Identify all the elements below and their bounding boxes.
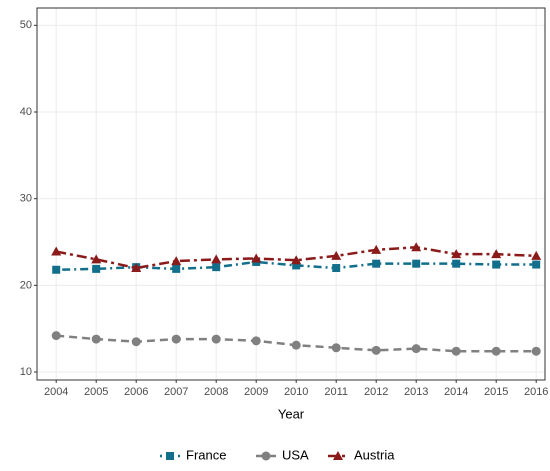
plot-border: [36, 7, 546, 381]
legend-marker: [333, 451, 343, 460]
marker: [211, 334, 221, 344]
legend: France USA Austria: [160, 447, 395, 462]
y-tick-label: 20: [20, 279, 32, 291]
x-tick-label: 2007: [164, 386, 188, 398]
marker: [51, 246, 62, 256]
marker: [212, 263, 221, 272]
x-tick-label: 2016: [524, 386, 548, 398]
marker: [412, 259, 421, 268]
x-tick-label: 2014: [444, 386, 468, 398]
y-tick-label: 40: [20, 106, 32, 118]
legend-label: USA: [282, 447, 309, 462]
marker: [51, 331, 61, 341]
marker: [531, 346, 541, 356]
marker: [251, 336, 261, 346]
marker: [451, 346, 461, 356]
marker: [332, 264, 341, 273]
legend-label: France: [186, 447, 226, 462]
marker: [491, 346, 501, 356]
legend-label: Austria: [354, 447, 395, 462]
y-tick-label: 50: [20, 19, 32, 31]
marker: [452, 259, 461, 268]
legend-marker: [166, 452, 174, 460]
x-tick-label: 2013: [404, 386, 428, 398]
marker: [531, 250, 542, 260]
marker: [371, 244, 382, 254]
marker: [172, 264, 181, 273]
marker: [371, 345, 381, 355]
marker: [92, 264, 101, 273]
marker: [372, 259, 381, 268]
x-tick-label: 2015: [484, 386, 508, 398]
marker: [291, 340, 301, 350]
marker: [411, 344, 421, 354]
marker: [91, 334, 101, 344]
marker: [211, 254, 222, 264]
x-tick-label: 2011: [324, 386, 348, 398]
marker: [292, 261, 301, 270]
x-tick-label: 2005: [84, 386, 108, 398]
y-tick-label: 30: [20, 193, 32, 205]
marker: [291, 255, 302, 265]
marker: [131, 337, 141, 347]
marker: [52, 265, 61, 274]
marker: [131, 263, 142, 273]
legend-marker: [261, 451, 271, 461]
marker: [171, 334, 181, 344]
marker: [331, 250, 342, 260]
x-tick-label: 2008: [204, 386, 228, 398]
x-tick-label: 2012: [364, 386, 388, 398]
marker: [411, 242, 422, 252]
marker: [251, 253, 262, 263]
x-tick-label: 2004: [44, 386, 68, 398]
x-axis-title: Year: [278, 406, 305, 421]
x-tick-label: 2010: [284, 386, 308, 398]
marker: [171, 256, 182, 266]
marker: [532, 260, 541, 269]
x-tick-label: 2006: [124, 386, 148, 398]
marker: [491, 249, 502, 259]
marker: [91, 254, 102, 264]
marker: [492, 260, 501, 269]
marker: [451, 249, 462, 259]
y-tick-label: 10: [20, 366, 32, 378]
x-tick-label: 2009: [244, 386, 268, 398]
marker: [331, 343, 341, 353]
